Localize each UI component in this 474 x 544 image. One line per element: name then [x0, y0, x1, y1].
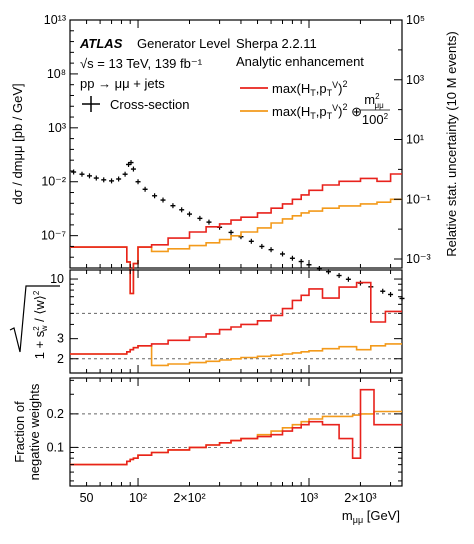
sqrt-symbol [9, 285, 60, 353]
bottom-tick-label: 0.1 [47, 440, 64, 454]
middle-tick-label: 2 [57, 352, 64, 366]
bottom-y-label-line2: negative weights [27, 383, 42, 480]
atlas-label: ATLAS [79, 36, 123, 51]
middle-y-axis-label: 1 + s2w / ⟨w⟩2 [9, 285, 60, 359]
top-left-tick-label: 10⁻⁷ [41, 229, 67, 243]
bottom-y-label-line1: Fraction of [12, 401, 27, 463]
middle-tick-label: 10 [50, 272, 64, 286]
enhancement-label: Analytic enhancement [236, 54, 364, 69]
bottom-panel-frame [69, 377, 403, 487]
orange-legend-label: max(HT,pTV)2 ⊕ [272, 102, 362, 121]
bottom-axes: 50 10² 2×10² 10³ 2×10³ 0.2 0.1 [47, 378, 402, 505]
bottom-red-line [70, 388, 402, 466]
top-left-tick-label: 10⁻² [41, 175, 66, 189]
top-y-axis-label: dσ / dmμμ [pb / GeV] [10, 83, 25, 204]
top-axes: 10¹³ 10⁸ 10³ 10⁻² 10⁻⁷ 10⁵ 10³ 10¹ 10⁻¹ 10⁻³ [41, 13, 431, 268]
red-legend-label: max(HT,pTV)2 [272, 79, 348, 98]
bottom-panel: 50 10² 2×10² 10³ 2×10³ 0.2 0.1 Fraction of neg… [12, 377, 403, 525]
top-left-tick-label: 10¹³ [44, 13, 66, 27]
middle-red-line [70, 281, 402, 355]
top-right-tick-label: 10⁻³ [406, 252, 431, 266]
top-left-tick-label: 10⁸ [47, 67, 66, 81]
top-panel-frame [69, 19, 403, 269]
top-panel: 10¹³ 10⁸ 10³ 10⁻² 10⁻⁷ 10⁵ 10³ 10¹ 10⁻¹ 10⁻³ dσ /… [10, 13, 459, 301]
xsec-legend-label: Cross-section [110, 97, 189, 112]
orange-legend-frac-num: m2 μμ [364, 92, 384, 110]
middle-panel-frame [69, 269, 403, 374]
top-left-tick-label: 10³ [48, 121, 66, 135]
x-tick-label: 10² [129, 491, 147, 505]
top-right-tick-label: 10⁵ [406, 13, 425, 27]
top-plot-area [70, 160, 405, 301]
x-tick-label: 50 [80, 491, 94, 505]
atlas-subtitle: Generator Level [137, 36, 230, 51]
top-right-axis-label: Relative stat. uncertainty (10 M events) [444, 31, 459, 256]
middle-tick-label: 3 [57, 332, 64, 346]
top-right-tick-label: 10⁻¹ [406, 192, 431, 206]
orange-legend-frac-den: 1002 [362, 112, 389, 127]
x-axis-label: mμμ [GeV] [342, 508, 400, 525]
middle-plot-area [70, 281, 402, 367]
middle-panel: 10 3 2 1 + s2w / ⟨w⟩2 [9, 269, 403, 374]
x-tick-label: 2×10² [173, 491, 205, 505]
top-right-tick-label: 10³ [406, 73, 424, 87]
middle-ylabel-text: 1 + s2w / ⟨w⟩2 [32, 290, 49, 359]
middle-axes: 10 3 2 [50, 270, 402, 373]
bottom-tick-label: 0.2 [47, 407, 64, 421]
sherpa-label: Sherpa 2.2.11 [236, 36, 317, 51]
process-label: pp → μμ + jets [80, 76, 165, 91]
x-tick-label: 2×10³ [344, 491, 376, 505]
red-uncertainty-line [70, 173, 402, 295]
bottom-plot-area [70, 388, 402, 466]
energy-label: √s = 13 TeV, 139 fb⁻¹ [80, 56, 203, 71]
top-right-tick-label: 10¹ [406, 133, 424, 147]
x-tick-label: 10³ [300, 491, 318, 505]
